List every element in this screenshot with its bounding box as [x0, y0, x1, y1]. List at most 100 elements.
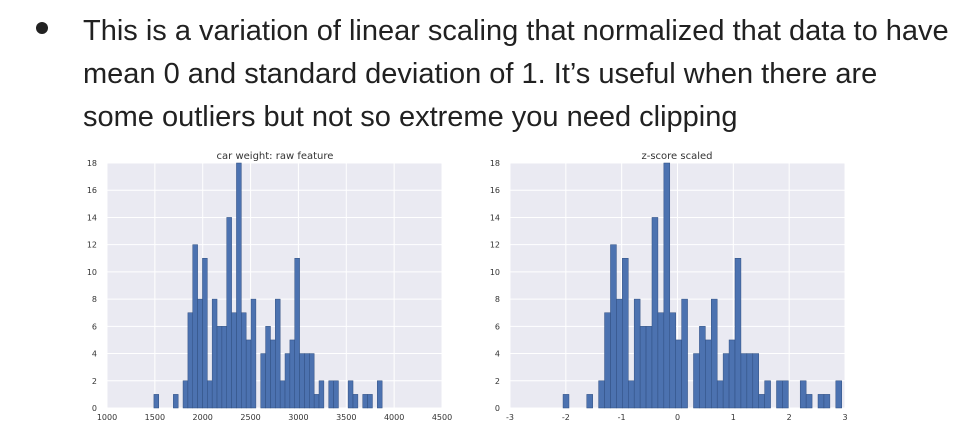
bullet-text: This is a variation of linear scaling th… [83, 15, 949, 133]
histogram-bar [663, 162, 671, 409]
histogram-bar [328, 380, 334, 409]
bullet-dot [36, 22, 48, 34]
histogram-bar [182, 380, 189, 409]
histogram-bar [377, 380, 383, 409]
histogram-bar [628, 380, 635, 409]
histogram-bar [823, 394, 831, 409]
y-tick-label: 16 [87, 186, 97, 195]
y-tick-label: 8 [495, 295, 500, 304]
x-tick-label: -3 [506, 413, 514, 422]
x-tick-label: 1000 [97, 413, 117, 422]
histogram-bar [299, 353, 305, 409]
histogram-bar [197, 298, 203, 409]
histogram-bar [367, 394, 373, 409]
histogram-bar [236, 162, 242, 409]
x-tick-label: 1500 [145, 413, 165, 422]
y-tick-label: 6 [495, 322, 500, 331]
histogram-bar [231, 312, 237, 409]
histogram-bar [313, 394, 320, 409]
x-tick-label: 0 [675, 413, 680, 422]
histogram-bar [241, 312, 247, 409]
y-tick-label: 0 [495, 404, 500, 413]
histogram-bar [562, 394, 570, 409]
x-tick-label: 3 [842, 413, 847, 422]
x-tick-label: 4500 [432, 413, 452, 422]
histogram-bar [245, 339, 252, 409]
histogram-bar [275, 298, 281, 409]
histogram-bar [740, 353, 748, 409]
histogram-bar [669, 312, 676, 409]
histogram-bar [153, 394, 160, 409]
y-tick-label: 12 [87, 241, 97, 250]
histogram-bar [645, 326, 653, 409]
histogram-bar [817, 394, 825, 409]
histogram-bar [211, 298, 218, 409]
x-tick-label: -2 [562, 413, 570, 422]
histogram-bar [805, 394, 813, 409]
histogram-bar [362, 394, 368, 409]
histogram-bar [699, 326, 706, 409]
y-tick-label: 12 [490, 241, 500, 250]
histogram-bar [279, 380, 286, 409]
y-tick-label: 14 [490, 213, 500, 222]
x-tick-label: -1 [618, 413, 626, 422]
histogram-bar [250, 298, 257, 409]
histogram-bar [173, 394, 179, 409]
histogram-bar [270, 339, 276, 409]
histogram-bar [318, 380, 325, 409]
y-tick-label: 2 [495, 377, 500, 386]
histogram-bar [693, 353, 700, 409]
histogram-bar [192, 244, 198, 409]
y-tick-label: 14 [87, 213, 97, 222]
x-tick-label: 3500 [336, 413, 356, 422]
histogram-bar [221, 326, 227, 409]
chart-title: car weight: raw feature [217, 151, 334, 162]
y-tick-label: 4 [495, 350, 500, 359]
histogram-bar [651, 217, 659, 409]
histogram-bar [284, 353, 291, 409]
x-tick-label: 1 [731, 413, 736, 422]
y-tick-label: 2 [92, 377, 97, 386]
histogram-bar [722, 353, 730, 409]
histogram-bar [294, 258, 300, 409]
x-tick-label: 4000 [384, 413, 404, 422]
y-tick-label: 8 [92, 295, 97, 304]
histogram-bar [347, 380, 354, 409]
y-tick-label: 10 [490, 268, 500, 277]
x-tick-label: 3000 [288, 413, 308, 422]
histogram-bar [226, 217, 232, 409]
histogram-bar [705, 339, 712, 409]
x-tick-label: 2 [787, 413, 792, 422]
histogram-bar [657, 312, 665, 409]
histogram-bar [202, 258, 208, 409]
histogram-bar [586, 394, 593, 409]
histogram-bar [776, 380, 783, 409]
y-tick-label: 0 [92, 404, 97, 413]
y-tick-label: 18 [490, 159, 500, 168]
histogram-bar [758, 394, 765, 409]
histogram-bar [309, 353, 315, 409]
y-tick-label: 16 [490, 186, 500, 195]
histogram-bar [304, 353, 310, 409]
histogram-bar [616, 298, 623, 409]
histogram-bar [610, 244, 617, 409]
chart-raw-weight: car weight: raw feature 0 2 4 6 8 10 12 14 16 18 1… [87, 151, 452, 422]
histogram-bar [675, 339, 682, 409]
histogram-bar [764, 380, 771, 409]
histogram-bar [260, 353, 266, 409]
histogram-bar [746, 353, 754, 409]
x-tick-label: 2000 [193, 413, 213, 422]
histogram-bar [622, 258, 629, 409]
histogram-bar [633, 298, 641, 409]
y-tick-label: 6 [92, 322, 97, 331]
histogram-bar [681, 298, 688, 409]
histogram-bar [639, 326, 647, 409]
chart-title: z-score scaled [641, 151, 712, 162]
histogram-bar [289, 339, 295, 409]
histogram-bar [835, 380, 842, 409]
histogram-bar [734, 258, 742, 409]
y-tick-label: 18 [87, 159, 97, 168]
histogram-bar [187, 312, 194, 409]
